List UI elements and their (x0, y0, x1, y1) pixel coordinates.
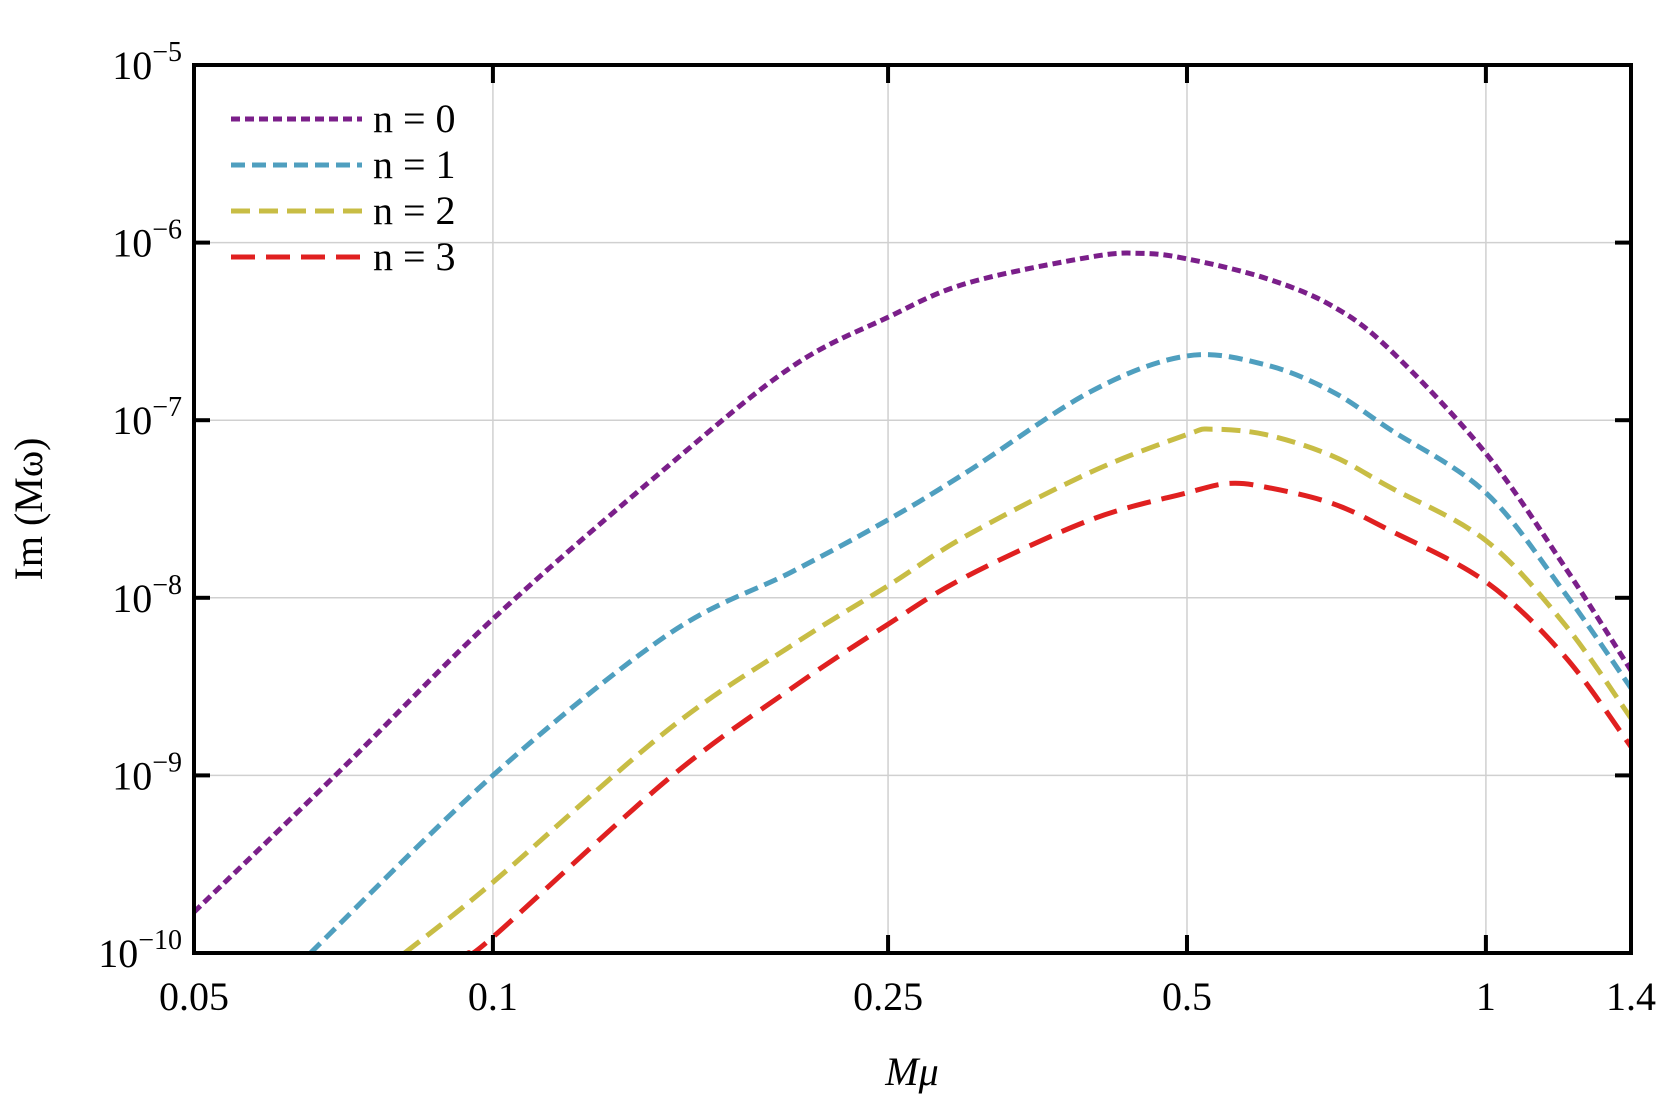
series-line-n1 (308, 352, 1631, 953)
x-tick-label: 1.4 (1606, 974, 1656, 1019)
x-tick-labels: 0.05 0.1 0.25 0.5 1 1.4 (159, 974, 1656, 1019)
legend-label-n2: n = 2 (373, 188, 456, 233)
x-tick-label: 1 (1476, 974, 1496, 1019)
x-tick-label: 0.5 (1162, 974, 1212, 1019)
series-line-n3 (466, 480, 1631, 953)
y-tick-label: 10−9 (112, 747, 182, 798)
y-tick-label: 10−8 (112, 570, 182, 621)
series-line-n2 (403, 426, 1631, 953)
plot-frame (192, 63, 1633, 955)
x-tick-label: 0.1 (468, 974, 518, 1019)
y-tick-label: 10−6 (112, 215, 182, 266)
y-tick-labels: 10−10 10−9 10−8 10−7 10−6 10−5 (98, 37, 182, 976)
y-tick-label: 10−10 (98, 925, 182, 976)
legend-label-n0: n = 0 (373, 96, 456, 141)
y-tick-label: 10−7 (112, 392, 182, 443)
y-axis-label: Im (Mω) (6, 438, 51, 581)
legend: n = 0n = 1n = 2n = 3 (231, 96, 456, 279)
legend-label-n3: n = 3 (373, 234, 456, 279)
x-tick-label: 0.25 (853, 974, 923, 1019)
series-line-n0 (194, 250, 1631, 914)
x-tick-label: 0.05 (159, 974, 229, 1019)
series-lines (194, 250, 1631, 953)
y-tick-label: 10−5 (112, 37, 182, 88)
gridlines (194, 65, 1631, 953)
axis-ticks (194, 65, 1631, 953)
x-axis-label: Mμ (884, 1049, 938, 1094)
legend-label-n1: n = 1 (373, 142, 456, 187)
